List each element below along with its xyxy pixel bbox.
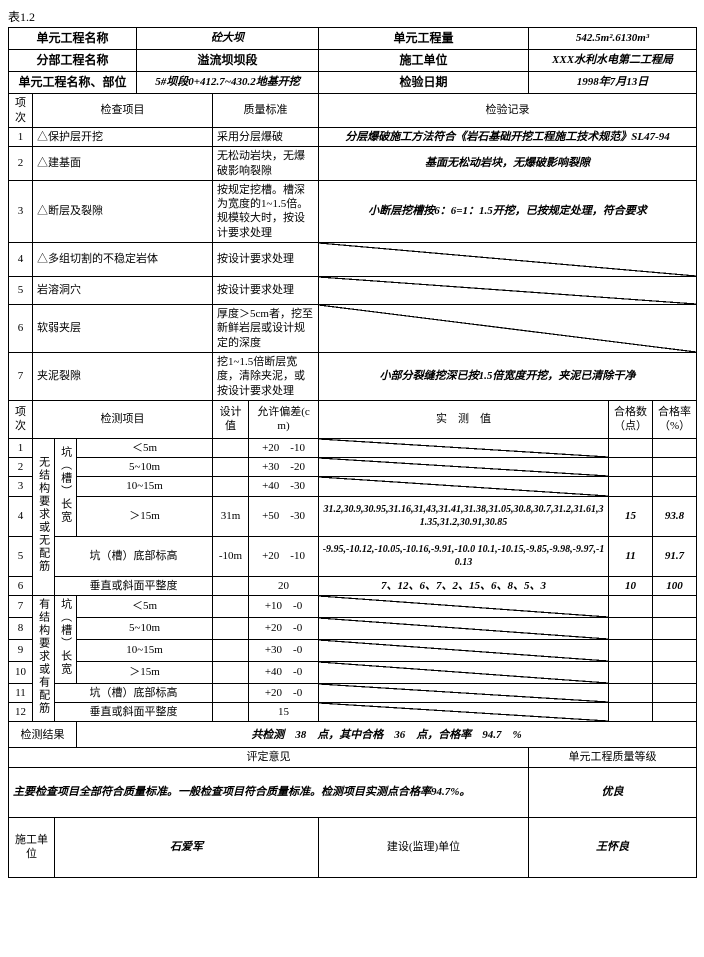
s2-5-val: -9.95,-10.12,-10.05,-10.16,-9.91,-10.0 1… <box>319 536 609 576</box>
s2h-c3: 设计值 <box>213 400 249 438</box>
s1-2-n: 2 <box>9 147 33 181</box>
s2-4-val: 31.2,30.9,30.95,31.16,31,43,31.41,31.38,… <box>319 496 609 536</box>
hdr-c2-label: 单元工程量 <box>319 28 529 50</box>
s1-4-rec <box>319 243 697 277</box>
s2-1-rate <box>653 438 697 457</box>
s2-1-ok <box>609 438 653 457</box>
s2-7-sub: ＜5m <box>77 596 213 618</box>
hdr-c1-val: 砼大坝 <box>137 28 319 50</box>
hdr-r3c1-val: 5#坝段0+412.7~430.2地基开挖 <box>137 72 319 94</box>
hdr-r3c2-val: 1998年7月13日 <box>529 72 697 94</box>
s2-12-n: 12 <box>9 702 33 721</box>
hdr-r2c1-val: 溢流坝坝段 <box>137 50 319 72</box>
s2h-c1: 项次 <box>9 400 33 438</box>
s1-1-n: 1 <box>9 128 33 147</box>
hdr-c2-val: 542.5m².6130m³ <box>529 28 697 50</box>
s2-2-n: 2 <box>9 458 33 477</box>
s1-2-std: 无松动岩块，无爆破影响裂隙 <box>213 147 319 181</box>
sub2: 坑（槽）长宽 <box>55 596 77 684</box>
opinion-text: 主要检查项目全部符合质量标准。一般检查项目符合质量标准。检测项目实测点合格率94… <box>9 767 529 817</box>
s1-4-n: 4 <box>9 243 33 277</box>
s2-4-n: 4 <box>9 496 33 536</box>
s2-8-n: 8 <box>9 617 33 639</box>
s2-6-val: 7、12、6、7、2、15、6、8、5、3 <box>319 576 609 595</box>
s2-1-n: 1 <box>9 438 33 457</box>
hdr-r3c1-label: 单元工程名称、部位 <box>9 72 137 94</box>
s2h-c2: 检测项目 <box>33 400 213 438</box>
s1-6-rec <box>319 305 697 353</box>
s1-7-std: 挖1~1.5倍断层宽度，清除夹泥，或按设计要求处理 <box>213 352 319 400</box>
s2-5-sub: 坑（槽）底部标高 <box>55 536 213 576</box>
s1-2-rec: 基面无松动岩块，无爆破影响裂隙 <box>319 147 697 181</box>
s2-2-sub: 5~10m <box>77 458 213 477</box>
hdr-r3c2-label: 检验日期 <box>319 72 529 94</box>
sub1: 坑（槽）长宽 <box>55 438 77 536</box>
s2-1-tol: +20 -10 <box>249 438 319 457</box>
hdr-r2c2-label: 施工单位 <box>319 50 529 72</box>
grade-label: 单元工程质量等级 <box>529 748 697 767</box>
group2: 有结构要求或有配筋 <box>33 596 55 722</box>
s2-5-n: 5 <box>9 536 33 576</box>
s2-9-n: 9 <box>9 639 33 661</box>
hdr-r2c1-label: 分部工程名称 <box>9 50 137 72</box>
sign-c2-val: 王怀良 <box>529 817 697 877</box>
s1-7-rec: 小部分裂缝挖深已按1.5倍宽度开挖，夹泥已清除干净 <box>319 352 697 400</box>
s1-5-n: 5 <box>9 277 33 305</box>
s1-3-std: 按规定挖槽。槽深为宽度的1~1.5倍。规模较大时，按设计要求处理 <box>213 180 319 242</box>
s2-4-sub: ＞15m <box>77 496 213 536</box>
s1-7-n: 7 <box>9 352 33 400</box>
result-label: 检测结果 <box>9 722 77 748</box>
s2h-c4: 允许偏差(cm) <box>249 400 319 438</box>
s1-6-item: 软弱夹层 <box>33 305 213 353</box>
hdr-c1-label: 单元工程名称 <box>9 28 137 50</box>
sign-c2-label: 建设(监理)单位 <box>319 817 529 877</box>
s1-1-std: 采用分层爆破 <box>213 128 319 147</box>
s1-5-std: 按设计要求处理 <box>213 277 319 305</box>
s1-3-item: △断层及裂隙 <box>33 180 213 242</box>
s1h-c1: 项次 <box>9 94 33 128</box>
s1h-c3: 质量标准 <box>213 94 319 128</box>
s1-4-item: △多组切割的不稳定岩体 <box>33 243 213 277</box>
s1-2-item: △建基面 <box>33 147 213 181</box>
s2-3-n: 3 <box>9 477 33 496</box>
s1h-c4: 检验记录 <box>319 94 697 128</box>
s1-4-std: 按设计要求处理 <box>213 243 319 277</box>
opinion-label: 评定意见 <box>9 748 529 767</box>
s1-1-item: △保护层开挖 <box>33 128 213 147</box>
s1-7-item: 夹泥裂隙 <box>33 352 213 400</box>
hdr-r2c2-val: XXX水利水电第二工程局 <box>529 50 697 72</box>
s2h-c6: 合格数（点） <box>609 400 653 438</box>
main-table: 单元工程名称 砼大坝 单元工程量 542.5m².6130m³ 分部工程名称 溢… <box>8 27 697 878</box>
s1h-c2: 检查项目 <box>33 94 213 128</box>
grade-val: 优良 <box>529 767 697 817</box>
sign-c1-val: 石爱军 <box>55 817 319 877</box>
result-text: 共检测 38 点，其中合格 36 点，合格率 94.7 % <box>77 722 697 748</box>
s2h-c5: 实 测 值 <box>319 400 609 438</box>
s2-1-val <box>319 438 609 457</box>
s2-6-sub: 垂直或斜面平整度 <box>55 576 213 595</box>
sign-c1-label: 施工单位 <box>9 817 55 877</box>
s2-3-sub: 10~15m <box>77 477 213 496</box>
s1-1-rec: 分层爆破施工方法符合《岩石基础开挖工程施工技术规范》SL47-94 <box>319 128 697 147</box>
s2-1-sj <box>213 438 249 457</box>
s1-6-std: 厚度＞5cm者，挖至新鲜岩层或设计规定的深度 <box>213 305 319 353</box>
s2-7-n: 7 <box>9 596 33 618</box>
s1-3-rec: 小断层挖槽按6：6=1：1.5开挖，已按规定处理，符合要求 <box>319 180 697 242</box>
s1-5-rec <box>319 277 697 305</box>
s1-6-n: 6 <box>9 305 33 353</box>
table-number: 表1.2 <box>8 8 696 25</box>
s2-1-sub: ＜5m <box>77 438 213 457</box>
group1: 无结构要求或无配筋 <box>33 438 55 595</box>
s2-10-n: 10 <box>9 661 33 683</box>
s1-3-n: 3 <box>9 180 33 242</box>
s2-6-n: 6 <box>9 576 33 595</box>
s2h-c7: 合格率（%） <box>653 400 697 438</box>
s1-5-item: 岩溶洞穴 <box>33 277 213 305</box>
s2-11-n: 11 <box>9 683 33 702</box>
